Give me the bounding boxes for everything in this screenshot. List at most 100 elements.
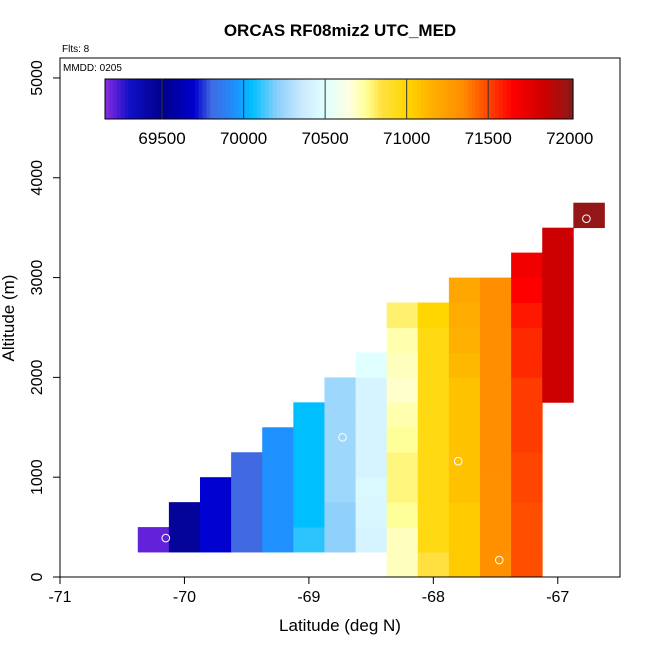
heatmap-cell — [355, 377, 388, 403]
colorbar-segment — [541, 79, 547, 119]
heatmap-cell — [231, 477, 263, 503]
heatmap-cell — [417, 527, 450, 553]
heatmap-cell — [355, 477, 388, 503]
colorbar-segment — [280, 79, 285, 119]
colorbar-segment — [487, 79, 492, 119]
heatmap-cell — [448, 377, 481, 403]
colorbar-segment — [296, 79, 301, 119]
heatmap-cell — [511, 327, 543, 353]
colorbar-tick-label: 71000 — [383, 129, 430, 148]
heatmap-cell — [386, 502, 419, 528]
heatmap-cell — [511, 477, 543, 503]
heatmap-cell — [386, 327, 419, 353]
data-marker — [494, 555, 504, 565]
colorbar-segment — [284, 79, 289, 119]
heatmap-cell — [417, 377, 450, 403]
mmdd-label: MMDD: 0205 — [63, 63, 122, 74]
heatmap-cell — [542, 252, 574, 278]
colorbar-segment — [264, 79, 270, 119]
heatmap-cell — [448, 277, 481, 303]
colorbar-segment — [327, 79, 332, 119]
colorbar-segment — [378, 79, 383, 119]
colorbar-segment — [385, 79, 391, 119]
colorbar-segment — [339, 79, 344, 119]
heatmap-cell — [448, 502, 481, 528]
colorbar-segment — [183, 79, 188, 119]
heatmap-cell — [293, 427, 325, 453]
colorbar-segment — [553, 79, 558, 119]
colorbar-segment — [257, 79, 262, 119]
heatmap-cell — [324, 452, 356, 478]
colorbar-segment — [288, 79, 293, 119]
heatmap-cell — [448, 452, 481, 478]
colorbar-segment — [389, 79, 395, 119]
chart-title: ORCAS RF08miz2 UTC_MED — [224, 21, 456, 40]
heatmap-cell — [231, 502, 263, 528]
data-marker — [161, 533, 171, 543]
colorbar-segment — [366, 79, 371, 119]
colorbar-segment — [175, 79, 180, 119]
colorbar-segment — [311, 79, 317, 119]
colorbar-segment — [459, 79, 465, 119]
colorbar-segment — [417, 79, 422, 119]
colorbar-frame — [104, 78, 574, 120]
heatmap-cell — [262, 502, 294, 528]
heatmap-cell — [542, 277, 574, 303]
heatmap-cell — [386, 302, 419, 328]
heatmap-cell — [355, 527, 388, 553]
colorbar-segment — [112, 79, 118, 119]
heatmap-cell — [417, 552, 450, 578]
heatmap-cell — [417, 452, 450, 478]
heatmap-cell — [200, 477, 232, 503]
colorbar-segment — [237, 79, 243, 119]
colorbar-segment — [479, 79, 484, 119]
colorbar-segment — [132, 79, 137, 119]
x-tick-label: -69 — [297, 589, 320, 606]
colorbar-segment — [397, 79, 402, 119]
heatmap-cell — [448, 527, 481, 553]
colorbar-segment — [116, 79, 122, 119]
data-marker — [582, 214, 591, 223]
heatmap-cell — [386, 402, 419, 428]
colorbar-segment — [471, 79, 477, 119]
colorbar-segment — [495, 79, 500, 119]
x-tick-label: -70 — [173, 589, 196, 606]
heatmap-cell — [355, 452, 388, 478]
colorbar-segment — [346, 79, 352, 119]
colorbar-segment — [108, 79, 114, 119]
heatmap-cell — [168, 527, 201, 553]
colorbar-segment — [292, 79, 297, 119]
heatmap-cell — [293, 452, 325, 478]
heatmap-cell — [262, 477, 294, 503]
heatmap-cell — [542, 227, 574, 254]
colorbar-segment — [323, 79, 328, 119]
heatmap-cell — [386, 527, 419, 553]
colorbar-segment — [358, 79, 363, 119]
colorbar-segment — [190, 79, 196, 119]
heatmap-cell — [293, 502, 325, 528]
colorbar-segment — [436, 79, 441, 119]
heatmap-cell — [137, 527, 170, 553]
colorbar-tick-label: 69500 — [138, 129, 185, 148]
colorbar-segment — [440, 79, 445, 119]
heatmap-cell — [293, 527, 325, 553]
x-tick-label: -67 — [546, 589, 569, 606]
colorbar-segment — [475, 79, 480, 119]
y-tick-label: 5000 — [29, 60, 46, 96]
y-axis-title: Altitude (m) — [0, 275, 18, 362]
heatmap-cell — [262, 452, 294, 478]
heatmap-cell — [448, 352, 481, 378]
colorbar-segment — [362, 79, 367, 119]
colorbar-segment — [510, 79, 516, 119]
data-marker — [453, 456, 463, 466]
heatmap-cell — [293, 402, 325, 428]
heatmap-cell — [511, 427, 543, 453]
colorbar-segment — [272, 79, 278, 119]
colorbar-segment — [136, 79, 141, 119]
colorbar-segment — [167, 79, 172, 119]
y-axis: 0 1000 2000 3000 4000 5000 — [29, 60, 60, 581]
x-axis: -71 -70 -69 -68 -67 — [48, 577, 569, 606]
heatmap-cell — [324, 402, 356, 428]
colorbar-segment — [163, 79, 168, 119]
